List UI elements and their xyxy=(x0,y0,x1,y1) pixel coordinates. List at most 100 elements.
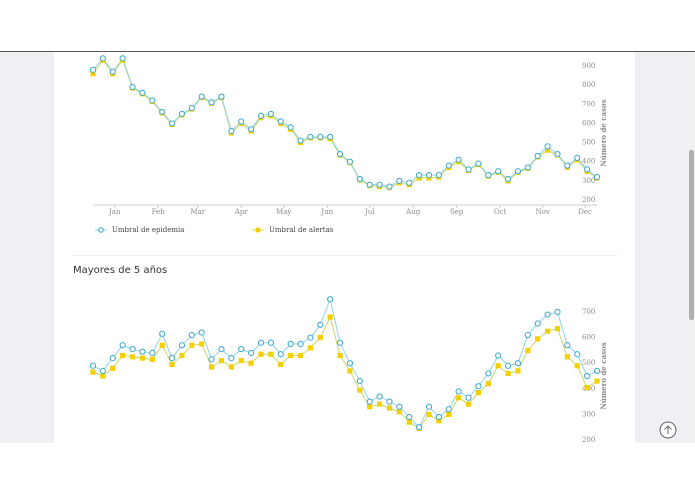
alert-point xyxy=(495,363,501,369)
epidemic-point xyxy=(425,403,433,410)
epidemic-point xyxy=(257,339,265,346)
epidemic-point xyxy=(455,388,462,395)
alert-point xyxy=(110,365,116,371)
alert-point xyxy=(179,352,185,359)
series-line xyxy=(92,57,598,188)
epidemic-point xyxy=(317,321,324,328)
alert-point xyxy=(505,370,511,377)
epidemic-point xyxy=(356,378,363,385)
epidemic-point xyxy=(218,346,225,353)
bottom-bar xyxy=(0,443,695,494)
epidemic-point xyxy=(327,296,334,303)
epidemic-point xyxy=(178,110,186,117)
legend-label: Umbral de epidemia xyxy=(112,226,184,234)
epidemic-point xyxy=(346,158,354,165)
alert-point xyxy=(584,384,590,391)
epidemic-point xyxy=(188,105,195,112)
epidemic-point xyxy=(564,342,571,349)
alert-point xyxy=(159,342,165,348)
epidemic-point xyxy=(544,311,551,318)
alert-point xyxy=(386,405,393,411)
alert-point xyxy=(574,363,580,369)
epidemic-point xyxy=(119,55,126,62)
alert-point xyxy=(258,351,264,357)
epidemic-point xyxy=(465,166,472,173)
epidemic-point xyxy=(514,168,522,175)
epidemic-point xyxy=(554,150,561,158)
alert-point xyxy=(396,409,402,415)
epidemic-point xyxy=(445,162,452,169)
epidemic-point xyxy=(317,133,324,140)
series-line xyxy=(92,297,598,429)
y-tick-label: 600 xyxy=(582,119,595,127)
alert-point xyxy=(544,147,551,153)
epidemic-point xyxy=(307,133,314,140)
alert-point xyxy=(337,352,343,359)
epidemic-point xyxy=(228,127,235,135)
y-tick-label: 600 xyxy=(582,334,595,342)
epidemic-point xyxy=(406,413,413,421)
epidemic-point xyxy=(435,172,442,179)
epidemic-point xyxy=(307,334,314,341)
alert-point xyxy=(347,368,353,374)
epidemic-point xyxy=(544,143,551,150)
alert-point xyxy=(149,356,155,362)
epidemic-point xyxy=(396,177,403,184)
alert-point xyxy=(90,369,96,375)
epidemic-point xyxy=(178,342,186,349)
epidemic-point xyxy=(218,93,225,100)
epidemic-point xyxy=(376,181,383,188)
epidemic-point xyxy=(248,349,255,357)
alert-point xyxy=(564,354,570,360)
epidemic-point xyxy=(396,403,403,410)
alert-point xyxy=(515,368,521,374)
x-tick-label: Jul xyxy=(364,208,375,216)
epidemic-point xyxy=(406,179,413,186)
epidemic-point xyxy=(356,175,363,183)
series-line xyxy=(92,315,598,430)
alert-point xyxy=(367,404,373,410)
epidemic-point xyxy=(475,383,482,390)
epidemic-point xyxy=(425,172,433,179)
epidemic-point xyxy=(524,164,531,171)
epidemic-point xyxy=(188,331,195,339)
scroll-top-button[interactable] xyxy=(659,421,677,439)
epidemic-point xyxy=(593,173,601,181)
epidemic-point xyxy=(366,181,373,188)
epidemic-point xyxy=(386,398,393,405)
epidemic-point xyxy=(564,162,571,169)
alert-point xyxy=(189,342,195,348)
epidemic-point xyxy=(238,346,245,353)
alert-point xyxy=(199,341,205,347)
alert-point xyxy=(307,345,314,351)
alert-point xyxy=(228,364,234,370)
alert-point xyxy=(218,358,225,364)
epidemic-point xyxy=(336,339,344,346)
epidemic-point xyxy=(168,120,176,127)
content-panel xyxy=(54,52,635,443)
x-tick-label: Mar xyxy=(190,208,205,216)
alert-point xyxy=(129,354,136,360)
scrollbar-thumb[interactable] xyxy=(689,150,694,320)
epidemic-point xyxy=(228,354,235,362)
epidemic-point xyxy=(514,360,522,367)
epidemic-point xyxy=(277,118,284,125)
epidemic-point xyxy=(168,354,176,362)
epidemic-point xyxy=(198,329,205,336)
epidemic-point xyxy=(99,55,106,62)
y-tick-label: 500 xyxy=(582,359,595,367)
alert-point xyxy=(248,360,254,366)
epidemic-point xyxy=(208,356,215,363)
epidemic-point xyxy=(485,370,492,377)
legend-marker xyxy=(98,227,104,233)
epidemic-point xyxy=(593,367,601,374)
epidemic-point xyxy=(495,168,502,175)
epidemic-point xyxy=(267,110,274,117)
epidemic-point xyxy=(336,150,344,158)
alert-point xyxy=(485,381,491,387)
epidemic-point xyxy=(159,108,166,116)
x-tick-label: Jun xyxy=(320,208,333,216)
alert-point xyxy=(436,418,442,424)
y-tick-label: 700 xyxy=(582,308,595,316)
epidemic-point xyxy=(109,68,116,75)
